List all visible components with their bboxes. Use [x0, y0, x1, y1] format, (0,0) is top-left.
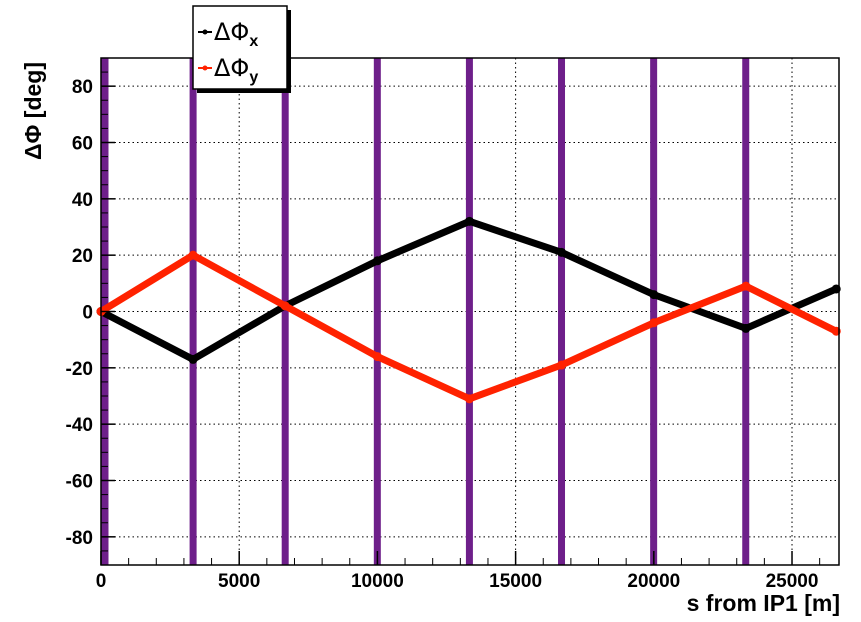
data-point-x-3	[372, 256, 382, 266]
y-tick-label-6: 40	[72, 190, 93, 211]
y-tick-label-7: 60	[72, 134, 93, 155]
data-point-x-7	[741, 323, 751, 333]
data-point-y-7	[741, 281, 751, 291]
y-tick-label-2: -40	[66, 415, 93, 436]
data-point-y-3	[372, 352, 382, 362]
x-tick-label-1: 5000	[218, 571, 260, 592]
data-point-y-2	[280, 301, 290, 311]
data-point-x-5	[556, 247, 566, 257]
y-tick-label-0: -80	[66, 528, 93, 549]
legend-label-x: ΔΦx	[214, 18, 258, 50]
data-point-y-4	[464, 394, 474, 404]
legend-label-x-main: ΔΦ	[214, 18, 249, 46]
y-tick-label-8: 80	[72, 77, 93, 98]
y-tick-label-3: -20	[66, 359, 93, 380]
data-point-y-5	[556, 360, 566, 370]
y-axis-title: ΔΦ [deg]	[20, 62, 46, 160]
axis-tick-labels: 0 5000 10000 15000 20000 25000 -80 -60 -40 -20 0 20…	[66, 77, 819, 592]
x-tick-label-4: 20000	[627, 571, 680, 592]
data-point-x-6	[649, 290, 659, 300]
data-point-x-4	[464, 216, 474, 226]
legend-shadow-bottom	[197, 89, 291, 93]
x-tick-label-3: 15000	[489, 571, 542, 592]
x-tick-label-0: 0	[96, 571, 107, 592]
legend-marker-y	[202, 65, 208, 71]
legend-entry-x: ΔΦx	[198, 18, 258, 50]
axis-ticks	[100, 71, 821, 565]
x-tick-label-5: 25000	[766, 571, 819, 592]
y-tick-label-4: 0	[82, 303, 93, 324]
data-point-y-6	[649, 318, 659, 328]
legend-label-x-sub: x	[249, 33, 258, 50]
legend: ΔΦx ΔΦy	[192, 5, 291, 93]
legend-label-y: ΔΦy	[214, 54, 258, 86]
legend-label-y-main: ΔΦ	[214, 54, 249, 82]
legend-shadow-right	[287, 10, 291, 93]
x-axis-title: s from IP1 [m]	[687, 590, 840, 616]
y-tick-label-1: -60	[66, 472, 93, 493]
y-tick-label-5: 20	[72, 246, 93, 267]
data-point-y-1	[188, 250, 198, 260]
legend-entry-y: ΔΦy	[198, 54, 258, 86]
data-point-x-1	[188, 354, 198, 364]
data-series	[96, 216, 841, 404]
x-tick-label-2: 10000	[351, 571, 404, 592]
legend-marker-x	[202, 29, 208, 35]
legend-label-y-sub: y	[249, 69, 258, 86]
